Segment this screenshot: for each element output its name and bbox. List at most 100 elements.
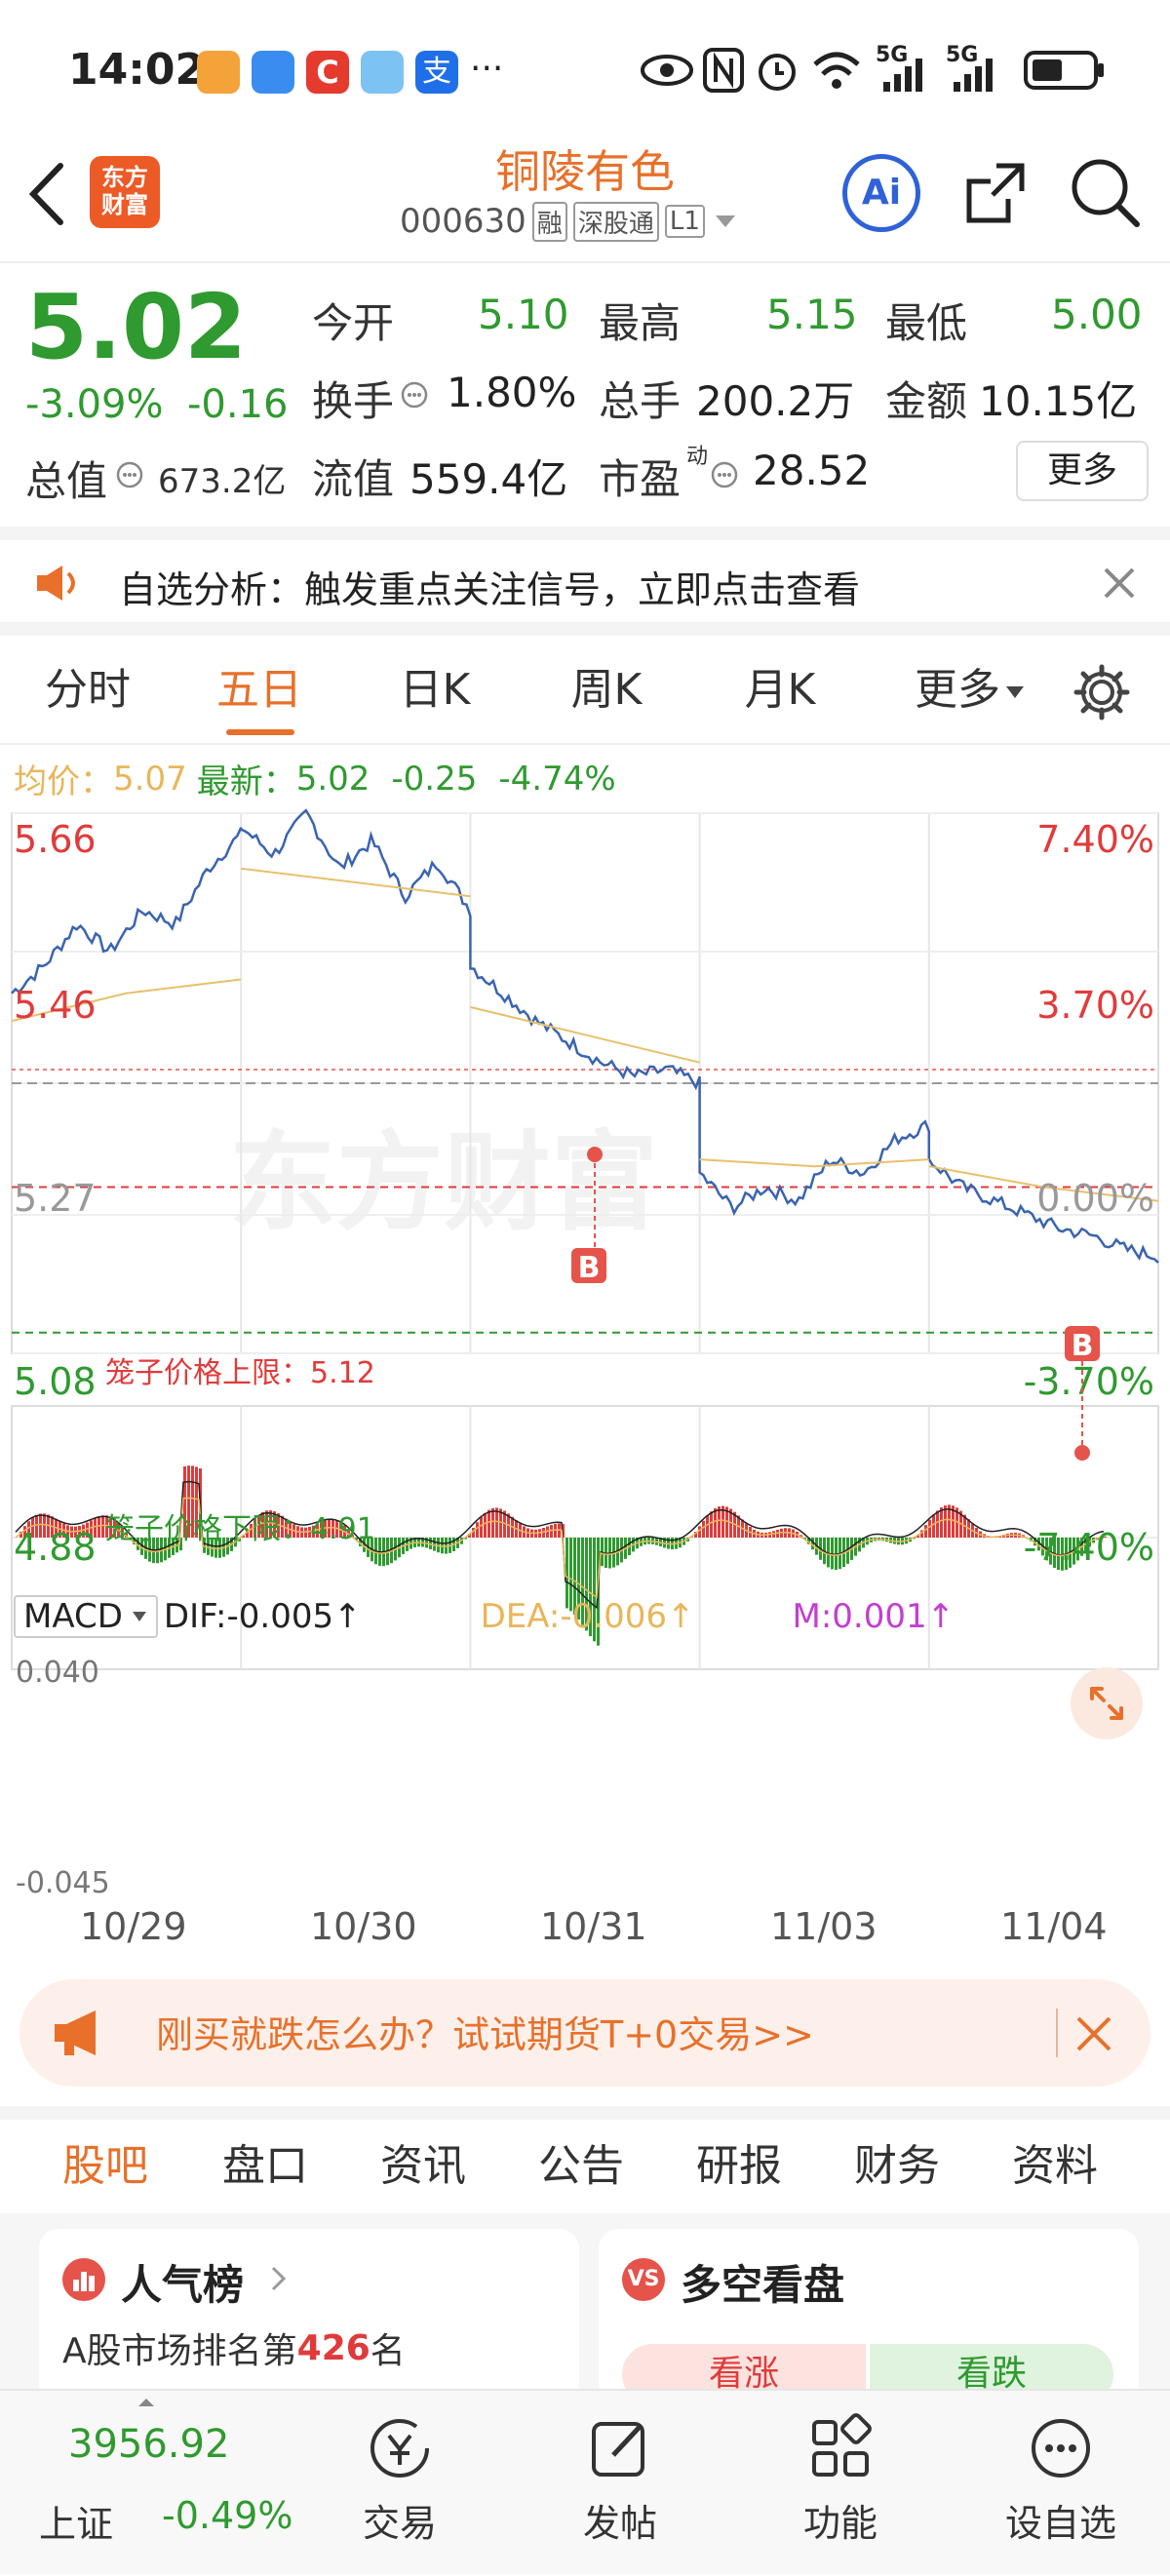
caret-down-icon — [131, 1610, 148, 1623]
back-icon[interactable] — [21, 160, 70, 228]
notice-text: 自选分析：触发重点关注信号，立即点击查看 — [119, 560, 860, 613]
bull-bear-title: 多空看盘 — [681, 2252, 844, 2312]
expand-button[interactable] — [1071, 1667, 1143, 1739]
ai-assistant-button[interactable]: Ai — [842, 154, 920, 232]
close-icon[interactable] — [1074, 2014, 1113, 2053]
analysis-notice[interactable]: 自选分析：触发重点关注信号，立即点击查看 — [0, 527, 1170, 636]
dif-value: DIF:-0.005 — [164, 1597, 333, 1636]
macd-bar — [924, 1525, 927, 1538]
more-circle-icon — [1025, 2412, 1097, 2484]
upper-cage-label: 笼子价格上限：5.12 — [105, 1356, 375, 1390]
more-button[interactable]: 更多 — [1016, 441, 1149, 501]
nav-post[interactable]: 发帖 — [552, 2391, 688, 2576]
popularity-title: 人气榜 — [121, 2252, 244, 2312]
nav-function[interactable]: 功能 — [772, 2391, 909, 2576]
stock-name: 铜陵有色 — [390, 137, 780, 191]
subtab-research[interactable]: 研报 — [696, 2120, 782, 2213]
turnover-info-icon[interactable] — [400, 380, 429, 410]
float-label: 流值 — [312, 447, 394, 506]
subtab-pankou[interactable]: 盘口 — [222, 2120, 308, 2213]
signal2-icon — [952, 55, 996, 94]
tab-monthly-k[interactable]: 月K — [722, 636, 838, 745]
index-value[interactable]: 3956.92 — [68, 2422, 229, 2467]
macd-bar — [702, 1521, 705, 1538]
alarm-icon — [755, 47, 800, 94]
pe-label: 市盈 — [599, 447, 681, 506]
five-day-chart[interactable]: 均价： 5.07 最新： 5.02 -0.25 -4.74% 东方财富 5.66… — [0, 745, 1170, 1944]
more-notifications-icon: ··· — [470, 49, 503, 89]
info-icon[interactable] — [115, 460, 144, 489]
search-icon[interactable] — [1069, 156, 1141, 230]
popularity-card[interactable]: 人气榜 A股市场排名第 426 名 — [39, 2229, 579, 2404]
avg-series-line — [700, 1159, 929, 1166]
date-tick-1: 10/29 — [80, 1905, 187, 1948]
price-chart-svg: 东方财富 5.66 5.46 5.27 5.08 4.88 7.40% 3.70… — [0, 745, 1170, 1944]
y-right-tick-4: -3.70% — [1024, 1360, 1154, 1403]
gear-icon[interactable] — [1072, 663, 1131, 722]
y-left-tick-4: 5.08 — [14, 1360, 97, 1403]
stock-header: 东方 财富 铜陵有色 000630 融 深股通 L1 Ai — [0, 137, 1170, 263]
tab-weekly-k[interactable]: 周K — [548, 636, 665, 745]
macd-legend: MACD DIF:-0.005↑ DEA:-0.006↑ M:0.001↑ — [14, 1589, 955, 1644]
macd-bar — [710, 1511, 713, 1538]
c-app-icon: C — [306, 51, 349, 94]
tab-intraday[interactable]: 分时 — [29, 636, 146, 745]
float-value: 559.4亿 — [410, 447, 567, 506]
nav-add-watchlist[interactable]: 设自选 — [993, 2391, 1129, 2576]
y-right-tick-1: 7.40% — [1036, 818, 1154, 861]
macd-bar — [488, 1510, 490, 1538]
app-logo[interactable]: 东方 财富 — [90, 156, 160, 228]
pe-info-icon[interactable] — [710, 460, 739, 489]
subtab-guba[interactable]: 股吧 — [62, 2120, 148, 2213]
high-label: 最高 — [599, 291, 681, 350]
open-value: 5.10 — [478, 291, 569, 338]
macd-bar — [936, 1510, 939, 1538]
speaker-icon — [33, 564, 84, 603]
tab-daily-k[interactable]: 日K — [376, 636, 493, 745]
macd-selector[interactable]: MACD — [14, 1595, 158, 1638]
macd-bar — [491, 1508, 494, 1538]
logo-text-line2: 财富 — [90, 191, 160, 218]
subtab-announcements[interactable]: 公告 — [538, 2120, 624, 2213]
y-right-tick-2: 3.70% — [1036, 984, 1154, 1027]
eye-icon — [640, 51, 694, 90]
nav-post-label: 发帖 — [552, 2493, 688, 2547]
rank-suffix: 名 — [370, 2322, 406, 2373]
price-change-pct: -3.09% — [25, 382, 164, 427]
mktcap-label: 总值 — [25, 449, 107, 508]
m-value: M:0.001 — [793, 1597, 927, 1636]
macd-bar — [437, 1538, 440, 1552]
stock-code-row[interactable]: 000630 融 深股通 L1 — [400, 199, 738, 244]
status-time: 14:02 — [68, 45, 205, 95]
macd-bar — [714, 1508, 717, 1538]
promo-divider — [1056, 2009, 1058, 2057]
promo-text: 刚买就跌怎么办？试试期货T+0交易>> — [156, 2005, 814, 2058]
popularity-rank: A股市场排名第 426 名 — [62, 2322, 406, 2373]
macd-bottom-tick: -0.045 — [16, 1866, 110, 1900]
bull-bear-card[interactable]: VS 多空看盘 看涨 看跌 — [599, 2229, 1139, 2404]
y-left-tick-5: 4.88 — [14, 1526, 97, 1569]
subtab-news[interactable]: 资讯 — [380, 2120, 466, 2213]
mktcap-value: 673.2亿 — [158, 454, 286, 502]
macd-bar — [940, 1507, 943, 1538]
tab-more[interactable]: 更多 — [899, 636, 1016, 745]
subtab-finance[interactable]: 财务 — [854, 2120, 940, 2213]
expand-icon — [1071, 1667, 1143, 1739]
futures-promo-banner[interactable]: 刚买就跌怎么办？试试期货T+0交易>> — [20, 1979, 1150, 2087]
subtab-profile[interactable]: 资料 — [1012, 2120, 1098, 2213]
macd-bar — [831, 1538, 834, 1570]
nav-function-label: 功能 — [772, 2493, 909, 2547]
macd-top-tick: 0.040 — [16, 1656, 99, 1690]
notification-app-icon — [197, 51, 240, 94]
macd-bar — [441, 1538, 444, 1553]
volume-value: 200.2万 — [696, 369, 854, 428]
close-icon[interactable] — [1102, 566, 1137, 601]
info-subtabs: 股吧 盘口 资讯 公告 研报 财务 资料 — [0, 2106, 1170, 2213]
share-icon[interactable] — [961, 158, 1030, 228]
battery-icon — [1024, 51, 1106, 90]
nav-trade[interactable]: 交易 — [332, 2391, 468, 2576]
vs-icon: VS — [622, 2258, 665, 2301]
open-label: 今开 — [312, 291, 394, 350]
quote-panel: 5.02 -3.09% -0.16 总值 673.2亿 今开 5.10 最高 5… — [0, 265, 1170, 527]
logo-text-line1: 东方 — [90, 164, 160, 191]
